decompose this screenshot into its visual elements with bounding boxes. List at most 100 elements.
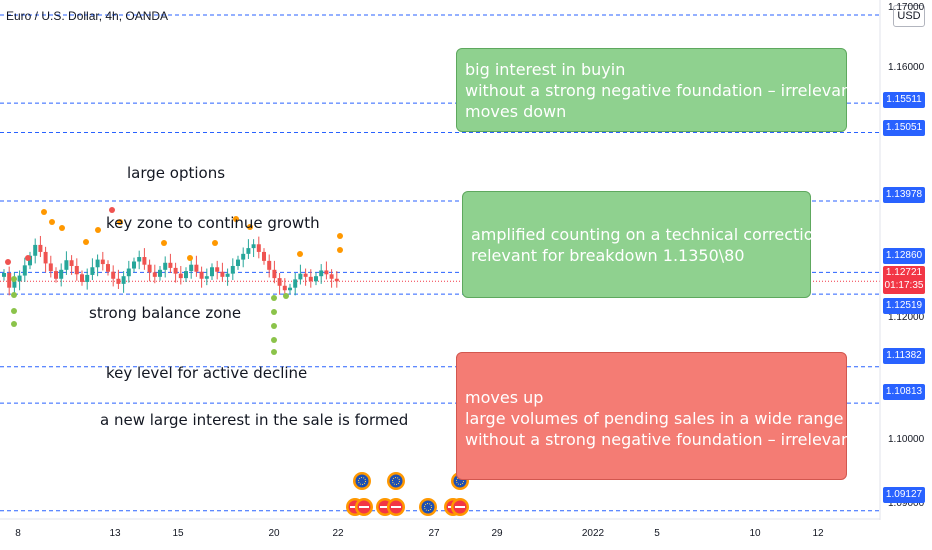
current-price-label: 1.12721 01:17:35 xyxy=(883,266,925,294)
event-marker-icon[interactable] xyxy=(419,498,437,516)
candle-body xyxy=(142,257,147,265)
candle-body xyxy=(28,255,32,266)
level-label: 1.09127 xyxy=(883,487,925,503)
candle-body xyxy=(319,270,324,277)
bar-countdown: 01:17:35 xyxy=(884,280,924,291)
event-marker-icon[interactable] xyxy=(353,472,371,490)
candle-body xyxy=(277,278,282,286)
box-line: amplified counting on a technical correc… xyxy=(471,225,824,244)
candle-body xyxy=(293,279,298,288)
note-new-interest: a new large interest in the sale is form… xyxy=(100,411,409,429)
signal-dot xyxy=(59,225,65,231)
note-balance-zone: strong balance zone xyxy=(89,304,242,322)
box-line: moves down xyxy=(465,102,567,121)
event-marker-icon[interactable] xyxy=(451,498,469,516)
candle-body xyxy=(106,264,110,272)
candle-body xyxy=(303,273,308,277)
x-tick: 13 xyxy=(109,528,121,539)
candle-body xyxy=(74,265,79,275)
y-tick: 1.09000 xyxy=(888,498,925,509)
y-tick: 1.10000 xyxy=(888,434,925,445)
level-label: 1.11382 xyxy=(883,348,925,364)
candle-body xyxy=(22,265,27,276)
chart-title: Euro / U.S. Dollar, 4h, OANDA xyxy=(6,9,169,23)
event-marker-icon[interactable] xyxy=(387,498,405,516)
candle-body xyxy=(126,268,131,277)
note-key-level: key level for active decline xyxy=(106,364,308,382)
signal-dot xyxy=(161,240,167,246)
candle-body xyxy=(194,264,199,272)
event-marker-icon[interactable] xyxy=(387,472,405,490)
y-tick: 1.16000 xyxy=(888,62,925,73)
candle-body xyxy=(184,271,188,279)
candle-body xyxy=(69,260,74,266)
candle-body xyxy=(256,244,261,252)
signal-dot xyxy=(83,239,89,245)
us-stripe xyxy=(359,506,369,508)
candle-body xyxy=(314,276,318,282)
eu-stars xyxy=(358,477,366,485)
candle-body xyxy=(251,244,256,249)
x-tick: 20 xyxy=(268,528,280,539)
candle-body xyxy=(173,267,178,274)
candle-body xyxy=(168,262,173,268)
level-label: 1.15511 xyxy=(883,92,925,108)
candle-body xyxy=(95,259,100,268)
eu-flag-icon xyxy=(421,500,435,514)
candle-body xyxy=(267,260,272,270)
candle-body xyxy=(199,271,204,279)
signal-dot xyxy=(11,321,17,327)
signal-dot xyxy=(271,337,277,343)
x-tick: 22 xyxy=(332,528,344,539)
candle-body xyxy=(158,269,162,277)
signal-dot xyxy=(49,219,55,225)
signal-dot xyxy=(25,255,31,261)
candle-body xyxy=(246,248,251,254)
event-marker-icon[interactable] xyxy=(355,498,373,516)
candle-body xyxy=(137,257,142,262)
candle-body xyxy=(324,270,329,275)
signal-dot xyxy=(271,309,277,315)
us-stripe xyxy=(380,506,390,508)
us-stripe xyxy=(455,506,465,508)
candle-body xyxy=(272,269,277,279)
annotation-box-top[interactable]: big interest in buyin without a strong n… xyxy=(456,48,858,132)
signal-dot xyxy=(247,224,253,230)
signal-dot xyxy=(283,293,289,299)
candle-body xyxy=(59,269,64,279)
box-line: big interest in buyin xyxy=(465,60,626,79)
annotation-box-middle[interactable]: amplified counting on a technical correc… xyxy=(462,191,824,298)
candle-body xyxy=(152,272,157,277)
candle-body xyxy=(54,271,58,279)
note-key-zone: key zone to continue growth xyxy=(106,214,320,232)
currency-selector[interactable]: USD xyxy=(893,5,925,27)
current-price-value: 1.12721 xyxy=(885,267,923,278)
candle-body xyxy=(210,267,214,277)
signal-dot xyxy=(271,323,277,329)
candle-body xyxy=(236,259,240,266)
eu-flag-icon xyxy=(355,474,369,488)
x-tick: 29 xyxy=(491,528,503,539)
x-tick: 10 xyxy=(749,528,761,539)
x-tick: 27 xyxy=(428,528,440,539)
box-line: without a strong negative foundation – i… xyxy=(465,81,858,100)
candle-body xyxy=(48,263,53,272)
x-tick: 8 xyxy=(15,528,21,539)
x-tick: 12 xyxy=(812,528,824,539)
candle-body xyxy=(334,278,339,282)
annotation-box-bottom[interactable]: moves up large volumes of pending sales … xyxy=(456,352,857,480)
candle-body xyxy=(189,264,194,272)
candle-body xyxy=(80,274,84,282)
candle-body xyxy=(241,253,246,260)
level-label: 1.10813 xyxy=(883,384,925,400)
candle-body xyxy=(121,276,126,284)
candle-body xyxy=(64,260,69,270)
signal-dot xyxy=(11,308,17,314)
level-label: 1.12860 xyxy=(883,248,925,264)
x-tick: 2022 xyxy=(581,528,605,539)
eu-stars xyxy=(424,503,432,511)
candle-body xyxy=(7,273,12,288)
candle-body xyxy=(282,285,287,291)
signal-dot xyxy=(271,349,277,355)
